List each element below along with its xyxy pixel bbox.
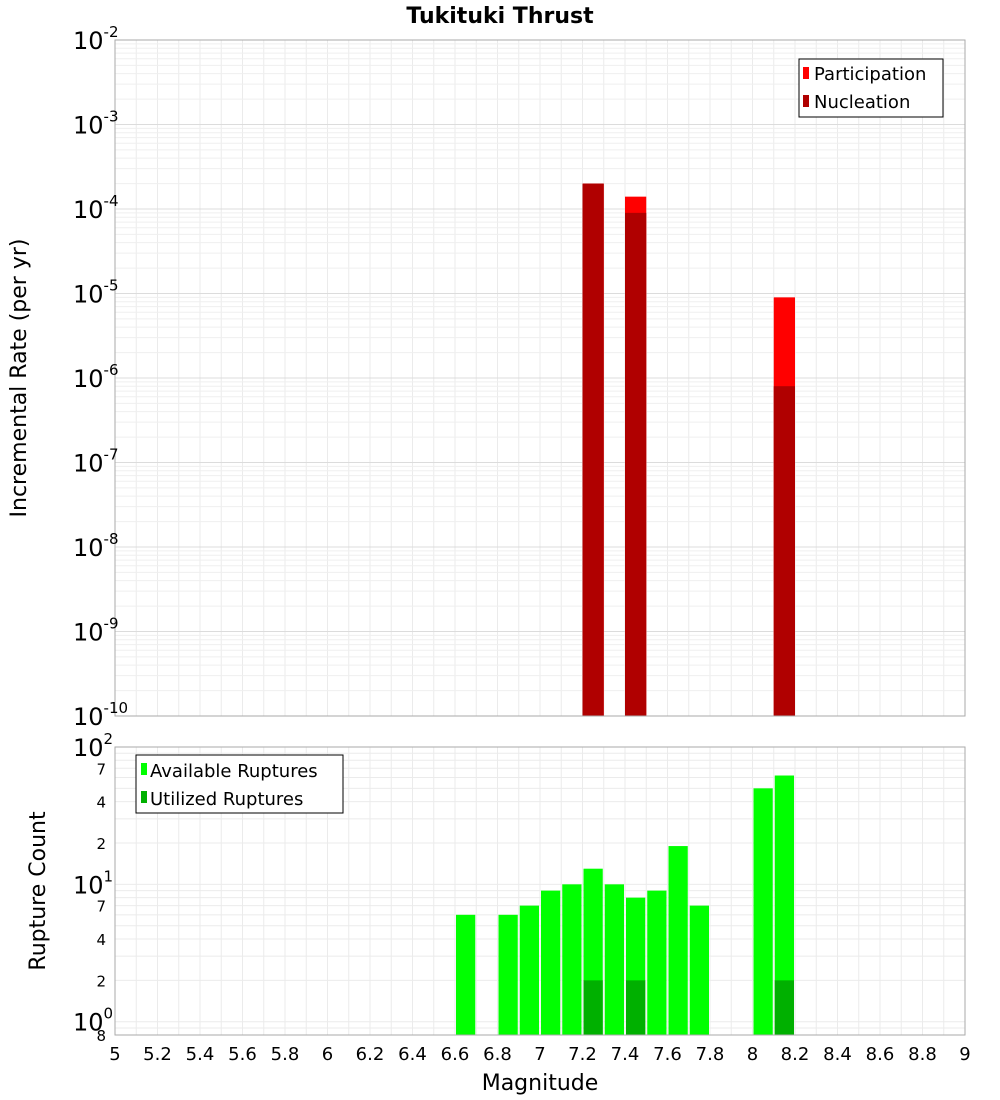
- bottom-legend: Available Ruptures Utilized Ruptures: [135, 754, 344, 814]
- x-tick-label: 5.2: [143, 1044, 172, 1065]
- bottom-y-tick-labels: 102 101 100 7 4 2 7 4 2 8: [73, 730, 113, 1045]
- bottom-panel: 102 101 100 7 4 2 7 4 2 8 5 5.2 5.4 5.6 5.8 6 6.2 6.4 6.6…: [26, 730, 971, 1096]
- y-tick-label: 10-10: [73, 699, 128, 731]
- x-tick-label: 8.2: [781, 1044, 810, 1065]
- top-y-axis-label: Incremental Rate (per yr): [7, 239, 32, 518]
- y-tick-label: 10-9: [73, 615, 119, 647]
- top-legend-box: [798, 58, 944, 118]
- x-tick-label: 8: [747, 1044, 758, 1065]
- bar-available-ruptures-2: [519, 905, 539, 1035]
- y-minor-tick-label: 7: [96, 760, 106, 778]
- bar-utilized-ruptures-2: [774, 980, 794, 1035]
- y-minor-tick-label: 2: [96, 835, 106, 853]
- bar-available-ruptures-3: [541, 890, 561, 1035]
- x-axis-label: Magnitude: [482, 1071, 599, 1096]
- x-tick-label: 8.8: [908, 1044, 937, 1065]
- y-tick-label: 10-4: [73, 192, 119, 224]
- x-tick-label: 7.2: [568, 1044, 597, 1065]
- bar-available-ruptures-1: [498, 914, 518, 1035]
- x-tick-label: 9: [959, 1044, 970, 1065]
- x-tick-label: 7.8: [696, 1044, 725, 1065]
- bar-available-ruptures-4: [562, 884, 582, 1035]
- bar-nucleation-2: [773, 386, 795, 716]
- bar-available-ruptures-12: [774, 775, 794, 1035]
- x-tick-label: 8.4: [823, 1044, 852, 1065]
- legend-nucleation-label: Nucleation: [814, 92, 910, 113]
- bottom-y-axis-label: Rupture Count: [26, 811, 51, 971]
- bar-utilized-ruptures-1: [626, 980, 646, 1035]
- x-tick-labels: 5 5.2 5.4 5.6 5.8 6 6.2 6.4 6.6 6.8 7 7.2 7.4 7.6 7.8 8…: [109, 1044, 970, 1065]
- y-minor-tick-label: 7: [96, 898, 106, 916]
- bar-nucleation-1: [625, 212, 647, 716]
- top-legend: Participation Nucleation: [798, 58, 944, 118]
- top-y-tick-labels: 10-2 10-3 10-4 10-5 10-6 10-7 10-8 10-9 10-10: [73, 23, 128, 731]
- y-tick-label: 10-7: [73, 446, 119, 478]
- top-bars: [582, 183, 795, 717]
- bar-available-ruptures-0: [456, 914, 476, 1035]
- bottom-plot-frame: [114, 746, 966, 1036]
- x-tick-label: 6.6: [441, 1044, 470, 1065]
- x-tick-label: 7: [534, 1044, 545, 1065]
- y-tick-label: 100: [73, 1005, 113, 1037]
- bar-available-ruptures-6: [604, 884, 624, 1035]
- x-tick-label: 5.4: [186, 1044, 215, 1065]
- x-tick-label: 5.6: [228, 1044, 257, 1065]
- legend-available-ruptures-label: Available Ruptures: [150, 761, 318, 782]
- top-panel: 10-2 10-3 10-4 10-5 10-6 10-7 10-8 10-9 10-10 In…: [7, 23, 966, 731]
- bottom-bars: [456, 775, 794, 1035]
- top-plot-frame: [114, 39, 966, 717]
- y-minor-tick-label: 2: [96, 972, 106, 990]
- bar-available-ruptures-9: [668, 846, 688, 1035]
- y-minor-tick-label: 4: [96, 931, 106, 949]
- y-tick-label: 10-8: [73, 530, 119, 562]
- x-tick-label: 5: [109, 1044, 120, 1065]
- bottom-legend-box: [135, 754, 344, 814]
- x-tick-label: 7.6: [653, 1044, 682, 1065]
- y-tick-label: 10-5: [73, 277, 119, 309]
- legend-utilized-ruptures-swatch: [141, 791, 147, 803]
- x-tick-label: 7.4: [611, 1044, 640, 1065]
- bar-nucleation-0: [582, 183, 604, 716]
- y-tick-label: 10-6: [73, 361, 119, 393]
- y-tick-label: 10-3: [73, 108, 119, 140]
- y-minor-tick-label: 8: [96, 1027, 106, 1045]
- top-grid: [114, 40, 966, 717]
- y-tick-label: 10-2: [73, 23, 119, 55]
- x-tick-label: 6.4: [398, 1044, 427, 1065]
- x-tick-label: 6.2: [356, 1044, 385, 1065]
- bar-available-ruptures-8: [647, 890, 667, 1035]
- bar-available-ruptures-10: [689, 905, 709, 1035]
- legend-participation-label: Participation: [814, 64, 926, 85]
- y-tick-label: 102: [73, 730, 113, 762]
- y-tick-label: 101: [73, 867, 113, 899]
- x-tick-label: 6: [322, 1044, 333, 1065]
- legend-utilized-ruptures-label: Utilized Ruptures: [150, 789, 303, 810]
- legend-available-ruptures-swatch: [141, 763, 147, 775]
- legend-nucleation-swatch: [803, 95, 809, 107]
- y-minor-tick-label: 4: [96, 794, 106, 812]
- chart-title: Tukituki Thrust: [406, 4, 594, 29]
- legend-participation-swatch: [803, 67, 809, 79]
- bar-utilized-ruptures-0: [583, 980, 603, 1035]
- x-tick-label: 6.8: [483, 1044, 512, 1065]
- x-tick-label: 5.8: [271, 1044, 300, 1065]
- bar-available-ruptures-11: [753, 788, 773, 1035]
- x-tick-label: 8.6: [866, 1044, 895, 1065]
